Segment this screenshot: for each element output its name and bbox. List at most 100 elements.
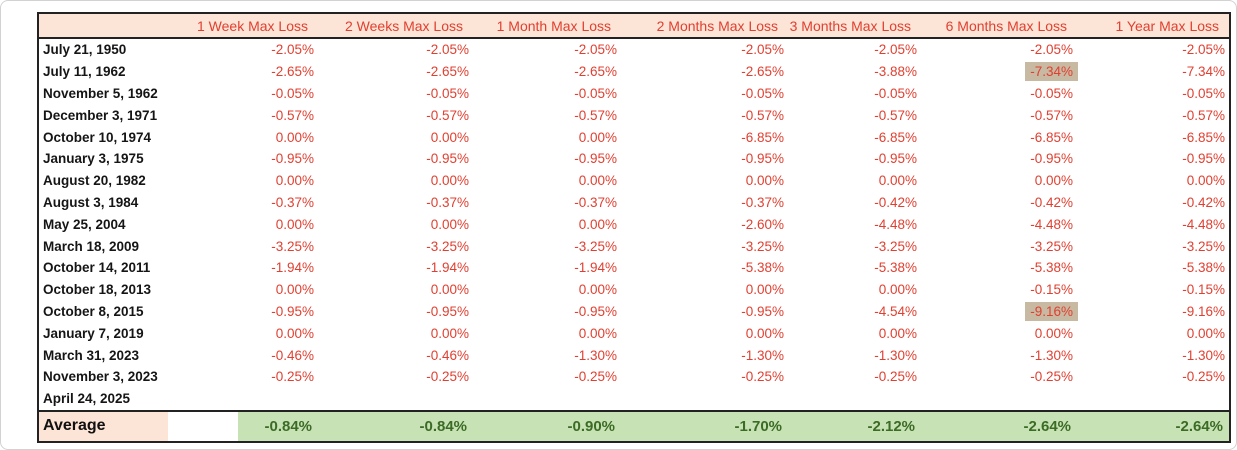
value-cell: -9.16%	[1077, 300, 1231, 323]
spacer-cell	[168, 147, 238, 170]
value-cell: -1.30%	[473, 344, 622, 366]
value-cell: -0.95%	[238, 300, 319, 323]
spacer-cell	[168, 60, 238, 83]
value-cell	[921, 387, 1078, 411]
date-cell: July 11, 1962	[38, 60, 168, 83]
date-cell: April 24, 2025	[38, 387, 168, 411]
value-cell: -0.25%	[1077, 365, 1231, 388]
date-cell: July 21, 1950	[38, 38, 168, 61]
table-row: August 3, 1984 -0.37% -0.37% -0.37% -0.37% -0…	[38, 191, 1231, 214]
value-cell: -0.42%	[788, 191, 922, 214]
value-cell: -3.25%	[1077, 235, 1231, 257]
value-cell	[238, 387, 319, 411]
header-cell: 1 Month Max Loss	[473, 13, 622, 39]
value-cell: -1.30%	[1077, 344, 1231, 366]
value-cell: -0.05%	[921, 82, 1078, 105]
spacer-cell	[168, 38, 238, 61]
average-value-cell: -1.70%	[621, 409, 789, 442]
header-cell: 6 Months Max Loss	[921, 13, 1078, 39]
table-row: October 18, 2013 0.00% 0.00% 0.00% 0.00% 0.00…	[38, 278, 1231, 301]
header-cell: 2 Months Max Loss	[621, 13, 789, 39]
date-cell: March 18, 2009	[38, 235, 168, 257]
column-header-label: 3 Months Max Loss	[789, 17, 912, 34]
spacer-cell	[168, 104, 238, 127]
value-cell: 0.00%	[473, 322, 622, 345]
value-cell: -0.05%	[1077, 82, 1231, 105]
value-cell: -0.25%	[921, 365, 1078, 388]
value-cell: -2.05%	[1077, 38, 1231, 61]
value-cell: 0.00%	[318, 322, 474, 345]
value-cell: -3.25%	[921, 235, 1078, 257]
value-cell: -0.25%	[238, 365, 319, 388]
average-value-cell: -0.90%	[473, 409, 622, 442]
value-cell: -4.54%	[788, 300, 922, 323]
value-cell: -0.37%	[238, 191, 319, 214]
value-cell: -2.60%	[621, 213, 789, 236]
average-value-cell: -0.84%	[318, 409, 474, 442]
value-cell: -7.34%	[921, 60, 1079, 83]
spacer-cell	[168, 82, 238, 105]
value-cell: 0.00%	[473, 213, 622, 236]
value-cell: 0.00%	[238, 213, 319, 236]
value-cell: 0.00%	[621, 322, 789, 345]
value-cell: -0.57%	[318, 104, 474, 127]
value-cell: -1.94%	[238, 256, 319, 279]
value-cell: 0.00%	[238, 278, 319, 301]
spacer-cell	[168, 344, 238, 366]
value-cell: -4.48%	[921, 213, 1078, 236]
header-cell: 2 Weeks Max Loss	[318, 13, 474, 39]
max-loss-table: 1 Week Max Loss 2 Weeks Max Loss 1 Month M…	[37, 12, 1232, 443]
value-cell: -0.95%	[473, 300, 622, 323]
value-cell: 0.00%	[921, 169, 1078, 192]
spacer-cell	[168, 256, 238, 279]
value-cell: -2.05%	[238, 38, 319, 61]
value-cell: 0.00%	[788, 278, 922, 301]
value-cell: 0.00%	[473, 278, 622, 301]
value-cell: 0.00%	[318, 169, 474, 192]
table-row: October 8, 2015 -0.95% -0.95% -0.95% -0.95% -…	[38, 300, 1231, 323]
date-cell: November 5, 1962	[38, 82, 168, 105]
average-value-cell: -2.64%	[1077, 409, 1231, 442]
value-cell: -0.57%	[473, 104, 622, 127]
value-cell: -0.95%	[238, 147, 319, 170]
spacer-cell	[168, 387, 238, 411]
value-cell: -2.65%	[621, 60, 789, 83]
value-cell: -2.05%	[788, 38, 922, 61]
value-cell: -1.30%	[788, 344, 922, 366]
value-cell: 0.00%	[621, 169, 789, 192]
value-cell: 0.00%	[238, 322, 319, 345]
value-cell: 0.00%	[473, 126, 622, 148]
value-cell	[621, 387, 789, 411]
table-row: January 7, 2019 0.00% 0.00% 0.00% 0.00% 0.00%…	[38, 322, 1231, 345]
table-row: October 10, 1974 0.00% 0.00% 0.00% -6.85% -6.…	[38, 126, 1231, 148]
spacer-cell	[168, 322, 238, 345]
value-cell: -5.38%	[921, 256, 1078, 279]
column-header-label: 1 Month Max Loss	[496, 17, 612, 34]
average-value-cell: -0.84%	[238, 409, 319, 442]
value-cell: -5.38%	[1077, 256, 1231, 279]
value-cell: -0.57%	[921, 104, 1078, 127]
value-cell: -0.95%	[921, 147, 1078, 170]
value-cell: -0.57%	[1077, 104, 1231, 127]
value-cell	[318, 387, 474, 411]
value-cell: -2.05%	[621, 38, 789, 61]
header-cell: 1 Week Max Loss	[168, 13, 319, 39]
value-cell: -0.25%	[621, 365, 789, 388]
value-cell: -0.95%	[318, 300, 474, 323]
value-cell: -0.05%	[318, 82, 474, 105]
value-cell: 0.00%	[1077, 169, 1231, 192]
spacer-cell	[168, 169, 238, 192]
table-row: October 14, 2011 -1.94% -1.94% -1.94% -5.38%…	[38, 256, 1231, 279]
value-cell: -6.85%	[921, 126, 1078, 148]
value-cell: -2.05%	[921, 38, 1078, 61]
value-cell: -0.95%	[621, 300, 789, 323]
value-cell: -1.30%	[921, 344, 1078, 366]
value-cell: -0.95%	[1077, 147, 1231, 170]
value-cell: -2.65%	[238, 60, 319, 83]
spacer-cell	[168, 191, 238, 214]
value-cell: -0.46%	[238, 344, 319, 366]
value-cell: -6.85%	[621, 126, 789, 148]
value-cell: 0.00%	[788, 169, 922, 192]
header-row: 1 Week Max Loss 2 Weeks Max Loss 1 Month M…	[38, 13, 1231, 39]
table-row: January 3, 1975 -0.95% -0.95% -0.95% -0.95% -…	[38, 147, 1231, 170]
